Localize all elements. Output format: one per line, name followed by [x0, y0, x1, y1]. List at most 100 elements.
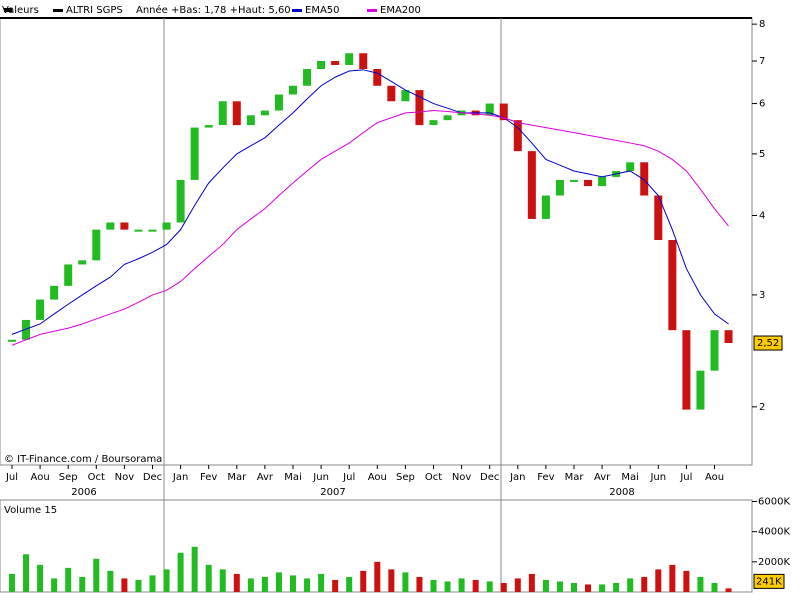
volume-bar — [514, 578, 521, 592]
volume-bar — [599, 584, 606, 592]
volume-bar — [683, 570, 690, 592]
y-tick-label: 4 — [759, 210, 765, 221]
volume-tick-label: 4000K — [758, 527, 790, 538]
volume-bar — [542, 579, 549, 592]
price-bar — [598, 176, 607, 187]
volume-bar — [149, 575, 156, 592]
price-bar — [317, 61, 326, 70]
volume-bar — [205, 564, 212, 592]
volume-bar — [402, 572, 409, 592]
y-tick-label: 8 — [759, 19, 765, 30]
ema-line — [11, 110, 729, 346]
volume-bar — [177, 552, 184, 592]
price-bar — [387, 85, 396, 102]
volume-bar — [346, 576, 353, 592]
y-tick-label: 5 — [759, 149, 765, 160]
price-bar — [190, 127, 199, 180]
price-bar — [289, 85, 297, 95]
volume-bar — [9, 573, 15, 592]
credit: © IT-Finance.com / Boursorama — [4, 454, 162, 465]
x-tick-label: Avr — [257, 472, 274, 483]
price-bar — [513, 120, 522, 152]
price-bar — [120, 222, 129, 230]
x-tick-label: Jul — [5, 472, 18, 483]
legend-values: Valeurs — [2, 5, 39, 16]
x-tick-label: Jul — [679, 472, 692, 483]
volume-bar — [51, 578, 58, 592]
x-tick-label: Nov — [452, 472, 472, 483]
price-bar — [541, 195, 550, 219]
price-bar — [443, 115, 452, 121]
price-bar — [134, 229, 143, 232]
price-bar — [218, 101, 227, 126]
volume-tick-label: 2000K — [758, 557, 790, 568]
x-tick-label: Avr — [594, 472, 611, 483]
price-bar — [176, 179, 185, 223]
price-bar — [78, 260, 87, 265]
volume-tick-label: 6000K — [758, 497, 790, 508]
volume-bar — [486, 581, 493, 592]
y-tick-label: 6 — [759, 99, 765, 110]
price-bar — [36, 299, 45, 320]
x-tick-label: Jan — [172, 472, 188, 483]
volume-bar — [571, 582, 577, 592]
last-volume-label: 241K — [756, 576, 782, 587]
price-bar — [710, 330, 719, 371]
legend-swatch — [4, 8, 12, 12]
price-bar — [429, 120, 438, 126]
volume-bar — [374, 561, 381, 592]
x-tick-label: Nov — [115, 472, 135, 483]
x-tick-label: Aou — [368, 472, 387, 483]
volume-bar — [37, 564, 44, 592]
volume-bar — [641, 576, 648, 592]
volume-bar — [627, 578, 634, 592]
x-tick-label: Fev — [537, 472, 554, 483]
volume-bar — [416, 576, 423, 592]
price-bar — [682, 330, 691, 410]
legend-entry: EMA200 — [380, 5, 421, 16]
price-bar — [570, 179, 578, 182]
x-tick-label: Sep — [59, 472, 78, 483]
volume-bar — [697, 576, 704, 592]
price-bar — [274, 94, 283, 111]
last-volume-box — [753, 573, 785, 589]
x-tick-label: Oct — [88, 472, 105, 483]
volume-bar — [290, 575, 296, 592]
x-tick-label: Mai — [284, 472, 302, 483]
volume-bar — [556, 581, 563, 592]
price-bar — [22, 319, 31, 340]
volume-bar — [711, 582, 718, 592]
price-bar — [331, 61, 340, 65]
volume-bar — [163, 569, 170, 592]
price-bar — [64, 264, 73, 286]
volume-bar — [247, 578, 254, 592]
volume-bar — [318, 573, 325, 592]
x-tick-label: Mar — [227, 472, 247, 483]
price-bar — [246, 115, 255, 126]
volume-bar — [275, 572, 282, 592]
volume-bar — [528, 573, 535, 592]
price-bar — [527, 151, 536, 219]
volume-bar — [135, 579, 142, 592]
volume-bar — [304, 578, 311, 592]
legend-swatch — [53, 9, 63, 12]
price-bar — [260, 110, 269, 116]
x-tick-label: Dec — [480, 472, 499, 483]
price-bar — [696, 370, 705, 410]
price-bar — [485, 103, 494, 116]
volume-bar — [233, 573, 240, 592]
price-bar — [626, 162, 635, 171]
y-tick-label: 2 — [759, 402, 765, 413]
volume-bar — [65, 567, 72, 592]
volume-bar — [585, 584, 592, 592]
x-tick-label: Jul — [342, 472, 355, 483]
volume-bar — [23, 554, 30, 592]
volume-bar — [669, 564, 676, 592]
price-bar — [50, 285, 59, 300]
price-bar — [668, 240, 677, 331]
volume-bar — [388, 569, 395, 592]
volume-bar — [121, 578, 128, 592]
price-bar — [303, 69, 312, 86]
price-bar — [401, 90, 410, 102]
volume-bar — [79, 576, 86, 592]
